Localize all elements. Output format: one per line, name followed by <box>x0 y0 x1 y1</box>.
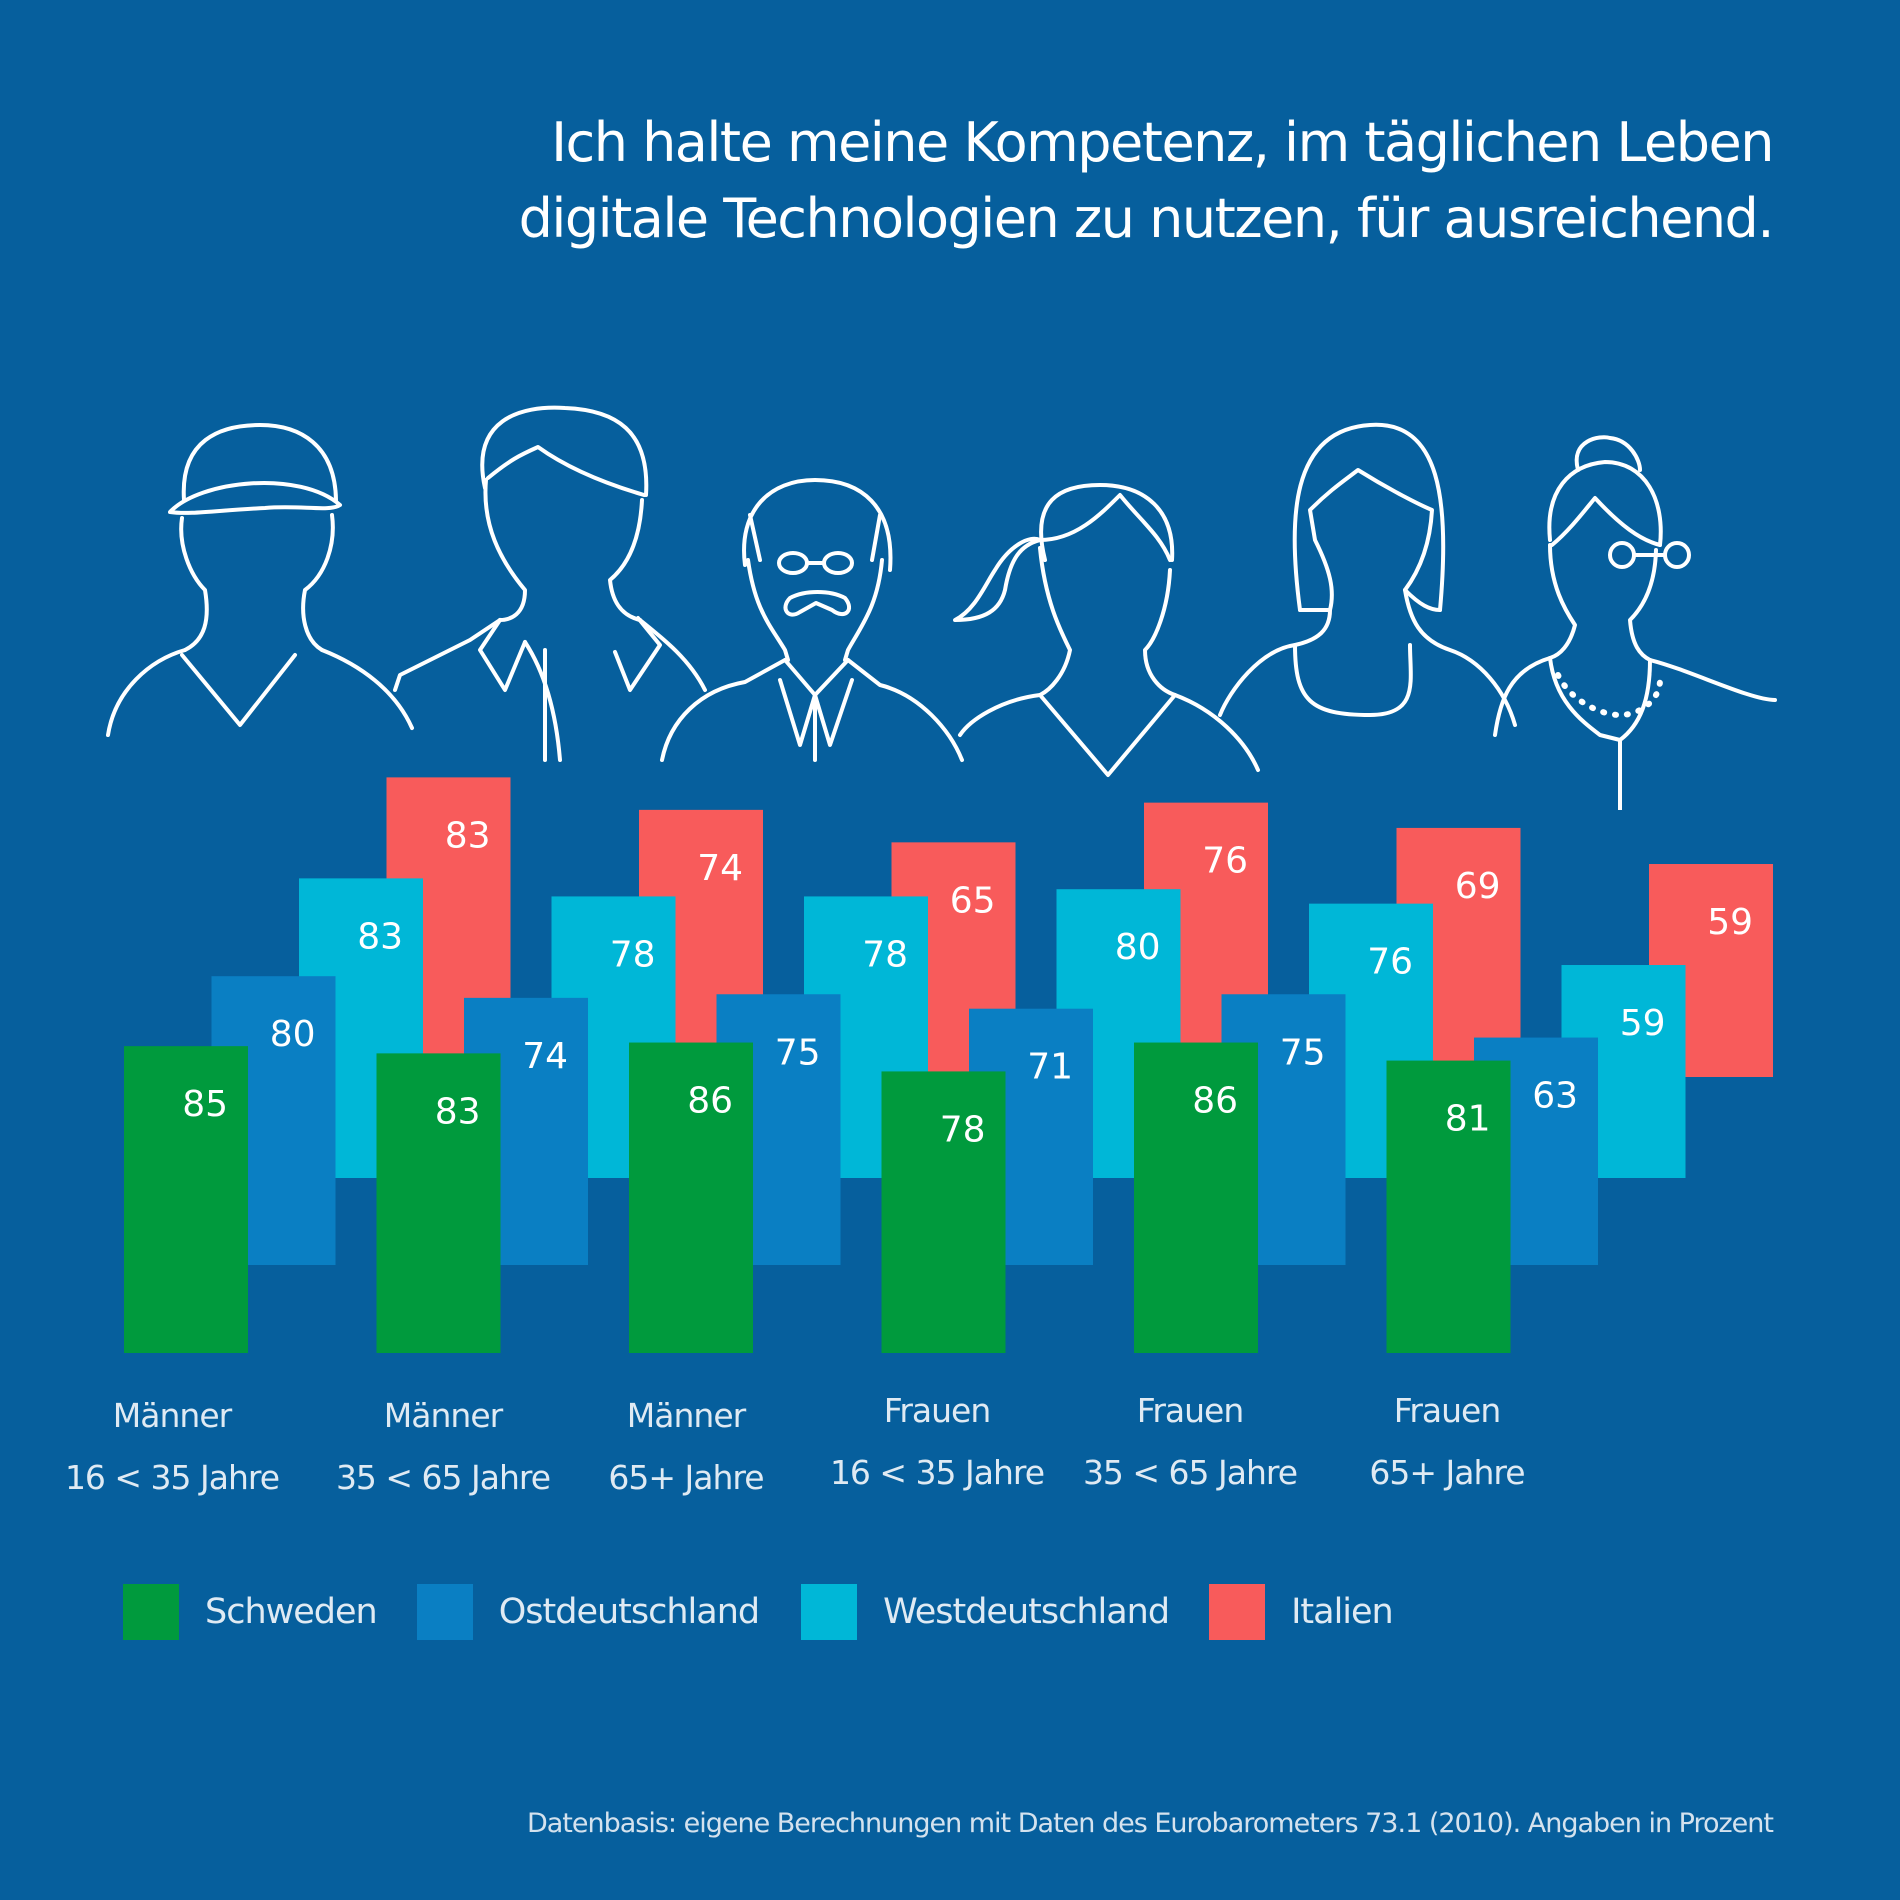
data-label-italien-2: 74 <box>697 848 743 889</box>
bar-schweden-5 <box>1134 1042 1258 1353</box>
source-note: Datenbasis: eigene Berechnungen mit Date… <box>526 1808 1774 1839</box>
data-label-italien-1: 83 <box>445 815 491 856</box>
legend-label: Schweden <box>205 1592 378 1632</box>
old-woman-bun-glasses-icon <box>1493 435 1777 810</box>
legend-item-westdeutschland: Westdeutschland <box>801 1584 1170 1640</box>
chart-title-line-2: digitale Technologien zu nutzen, für aus… <box>518 187 1775 250</box>
legend-label: Italien <box>1291 1592 1394 1632</box>
legend-swatch <box>123 1584 179 1640</box>
legend-item-ostdeutschland: Ostdeutschland <box>416 1584 760 1640</box>
data-label-westdeutschland-1: 83 <box>357 916 403 957</box>
category-label-line-2: 65+ Jahre <box>608 1458 764 1497</box>
bars-layer: 83 74 65 76 69 59 83 78 78 80 76 59 80 74 75 71 75 63 85 83… <box>124 777 1773 1353</box>
category-label-1: Männer 16 < 35 Jahre <box>52 1385 292 1509</box>
category-label-3: Männer 65+ Jahre <box>566 1385 806 1509</box>
old-man-glasses-mustache-icon <box>660 478 964 762</box>
data-label-italien-6: 59 <box>1707 902 1753 943</box>
category-label-4: Frauen 16 < 35 Jahre <box>817 1380 1057 1504</box>
category-label-line-1: Frauen <box>883 1391 992 1430</box>
data-label-ostdeutschland-6: 63 <box>1532 1076 1578 1117</box>
legend-swatch <box>801 1584 858 1640</box>
data-label-westdeutschland-5: 76 <box>1367 942 1413 983</box>
legend-label: Westdeutschland <box>883 1592 1170 1632</box>
data-label-schweden-2: 83 <box>435 1091 481 1132</box>
data-label-schweden-6: 81 <box>1445 1099 1491 1140</box>
category-label-2: Männer 35 < 65 Jahre <box>323 1385 563 1509</box>
data-label-schweden-4: 78 <box>940 1109 986 1150</box>
chart-title-line-1: Ich halte meine Kompetenz, im täglichen … <box>551 111 1774 174</box>
legend-swatch <box>416 1584 473 1640</box>
data-label-ostdeutschland-1: 80 <box>270 1014 316 1055</box>
middle-aged-man-icon <box>393 405 707 762</box>
legend-label: Ostdeutschland <box>498 1592 760 1632</box>
bar-schweden-2 <box>376 1053 501 1353</box>
category-label-5: Frauen 35 < 65 Jahre <box>1070 1380 1310 1504</box>
legend-swatch <box>1209 1584 1266 1640</box>
category-label-line-1: Frauen <box>1136 1391 1245 1430</box>
data-label-italien-5: 69 <box>1455 866 1501 907</box>
data-label-schweden-5: 86 <box>1192 1081 1238 1122</box>
category-label-line-2: 65+ Jahre <box>1369 1453 1525 1492</box>
category-label-line-1: Männer <box>112 1396 232 1435</box>
category-label-6: Frauen 65+ Jahre <box>1327 1380 1567 1504</box>
data-label-schweden-1: 85 <box>182 1084 228 1125</box>
bar-schweden-1 <box>124 1046 248 1353</box>
legend: Schweden Ostdeutschland Westdeutschland Ita… <box>123 1584 1394 1640</box>
data-label-italien-4: 76 <box>1202 841 1248 882</box>
category-label-line-1: Frauen <box>1393 1391 1502 1430</box>
category-label-line-2: 35 < 65 Jahre <box>335 1458 551 1497</box>
data-label-ostdeutschland-3: 75 <box>775 1032 821 1073</box>
data-label-westdeutschland-4: 80 <box>1115 927 1161 968</box>
category-label-line-2: 16 < 35 Jahre <box>829 1453 1045 1492</box>
category-label-line-1: Männer <box>626 1396 746 1435</box>
bar-schweden-3 <box>629 1042 753 1353</box>
data-label-westdeutschland-2: 78 <box>610 934 656 975</box>
category-label-line-1: Männer <box>383 1396 503 1435</box>
young-man-cap-icon <box>106 423 414 737</box>
data-label-italien-3: 65 <box>950 880 996 921</box>
data-label-ostdeutschland-4: 71 <box>1027 1047 1073 1088</box>
data-label-westdeutschland-6: 59 <box>1620 1003 1666 1044</box>
chart-title: Ich halte meine Kompetenz, im täglichen … <box>373 105 1775 257</box>
data-label-ostdeutschland-2: 74 <box>522 1036 568 1077</box>
legend-item-schweden: Schweden <box>123 1584 378 1640</box>
data-label-ostdeutschland-5: 75 <box>1280 1032 1326 1073</box>
people-illustrations <box>106 405 1777 810</box>
data-label-schweden-3: 86 <box>687 1081 733 1122</box>
legend-item-italien: Italien <box>1209 1584 1394 1640</box>
young-woman-ponytail-icon <box>953 483 1260 777</box>
category-label-line-2: 16 < 35 Jahre <box>64 1458 280 1497</box>
category-label-line-2: 35 < 65 Jahre <box>1082 1453 1298 1492</box>
data-label-westdeutschland-3: 78 <box>862 934 908 975</box>
bar-schweden-4 <box>881 1071 1006 1353</box>
bar-schweden-6 <box>1386 1060 1511 1353</box>
